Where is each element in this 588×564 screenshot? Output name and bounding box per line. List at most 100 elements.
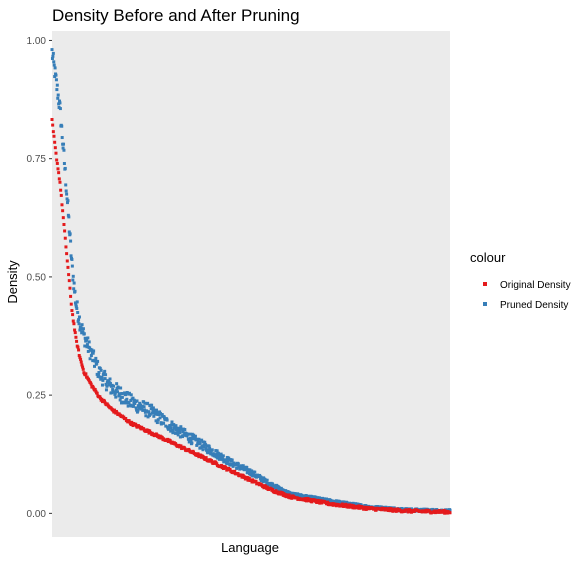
data-point bbox=[154, 412, 158, 416]
data-point bbox=[59, 188, 63, 192]
data-point bbox=[51, 123, 55, 127]
data-point bbox=[79, 360, 83, 364]
data-point bbox=[78, 355, 82, 359]
data-point bbox=[156, 418, 160, 422]
data-point bbox=[218, 456, 222, 460]
data-point bbox=[195, 443, 199, 447]
data-point bbox=[160, 413, 164, 417]
series-original-density bbox=[50, 118, 452, 515]
data-point bbox=[54, 73, 58, 77]
data-point bbox=[74, 303, 78, 307]
data-point bbox=[118, 392, 122, 396]
data-point bbox=[58, 101, 62, 105]
data-point bbox=[253, 470, 257, 474]
data-point bbox=[164, 424, 168, 428]
data-point bbox=[189, 438, 193, 442]
data-point bbox=[233, 469, 237, 473]
data-point bbox=[117, 394, 121, 398]
data-point bbox=[50, 57, 54, 61]
data-point bbox=[112, 384, 116, 388]
data-point bbox=[101, 378, 105, 382]
data-point bbox=[104, 373, 108, 377]
data-point bbox=[98, 375, 102, 379]
data-point bbox=[346, 503, 350, 507]
data-point bbox=[54, 78, 58, 82]
data-point bbox=[150, 403, 154, 407]
data-point bbox=[108, 377, 112, 381]
data-point bbox=[407, 508, 411, 512]
data-point bbox=[219, 452, 223, 456]
data-point bbox=[277, 492, 281, 496]
data-point bbox=[62, 142, 66, 146]
data-point bbox=[63, 229, 67, 233]
data-point bbox=[64, 245, 68, 249]
data-point bbox=[409, 510, 413, 514]
data-point bbox=[282, 492, 286, 496]
data-point bbox=[195, 437, 199, 441]
data-point bbox=[215, 462, 219, 466]
data-point bbox=[122, 401, 126, 405]
data-point bbox=[59, 193, 63, 197]
data-point bbox=[231, 464, 235, 468]
data-point bbox=[287, 493, 291, 497]
data-point bbox=[143, 408, 147, 412]
data-point bbox=[315, 500, 319, 504]
data-point bbox=[178, 435, 182, 439]
data-point bbox=[197, 437, 201, 441]
data-point bbox=[181, 430, 185, 434]
data-point bbox=[181, 435, 185, 439]
data-point bbox=[188, 432, 192, 436]
data-point bbox=[54, 151, 58, 155]
data-point bbox=[102, 399, 106, 403]
data-point bbox=[241, 464, 245, 468]
data-point bbox=[205, 448, 209, 452]
data-point bbox=[394, 507, 398, 511]
data-point bbox=[247, 476, 251, 480]
y-axis-label: Density bbox=[5, 260, 20, 304]
data-point bbox=[107, 383, 111, 387]
data-point bbox=[178, 430, 182, 434]
data-point bbox=[236, 462, 240, 466]
data-point bbox=[235, 466, 239, 470]
plot-panel bbox=[52, 31, 450, 537]
data-point bbox=[90, 348, 94, 352]
data-point bbox=[318, 499, 322, 503]
data-point bbox=[192, 433, 196, 437]
data-point bbox=[140, 404, 144, 408]
data-point bbox=[216, 456, 220, 460]
data-point bbox=[112, 408, 116, 412]
data-point bbox=[204, 447, 208, 451]
data-point bbox=[75, 300, 79, 304]
data-point bbox=[52, 60, 56, 64]
x-axis-label: Language bbox=[221, 540, 279, 555]
data-point bbox=[134, 422, 138, 426]
data-point bbox=[69, 239, 73, 243]
data-point bbox=[171, 431, 175, 435]
data-point bbox=[84, 372, 88, 376]
data-point bbox=[133, 401, 137, 405]
data-point bbox=[61, 209, 65, 213]
data-point bbox=[85, 345, 89, 349]
data-point bbox=[51, 54, 55, 58]
data-point bbox=[55, 161, 59, 165]
data-point bbox=[151, 406, 155, 410]
data-point bbox=[199, 446, 203, 450]
data-point bbox=[195, 453, 199, 457]
data-point bbox=[265, 485, 269, 489]
data-point bbox=[65, 259, 69, 263]
data-point bbox=[169, 429, 173, 433]
data-point bbox=[228, 468, 232, 472]
data-point bbox=[68, 286, 72, 290]
data-point bbox=[70, 309, 74, 313]
data-point bbox=[95, 391, 99, 395]
data-point bbox=[139, 404, 143, 408]
data-point bbox=[196, 439, 200, 443]
data-point bbox=[51, 51, 55, 55]
data-point bbox=[105, 384, 109, 388]
data-point bbox=[141, 408, 145, 412]
data-point bbox=[126, 404, 130, 408]
data-point bbox=[115, 382, 119, 386]
data-point bbox=[56, 167, 60, 171]
data-point bbox=[207, 448, 211, 452]
data-point bbox=[53, 140, 57, 144]
